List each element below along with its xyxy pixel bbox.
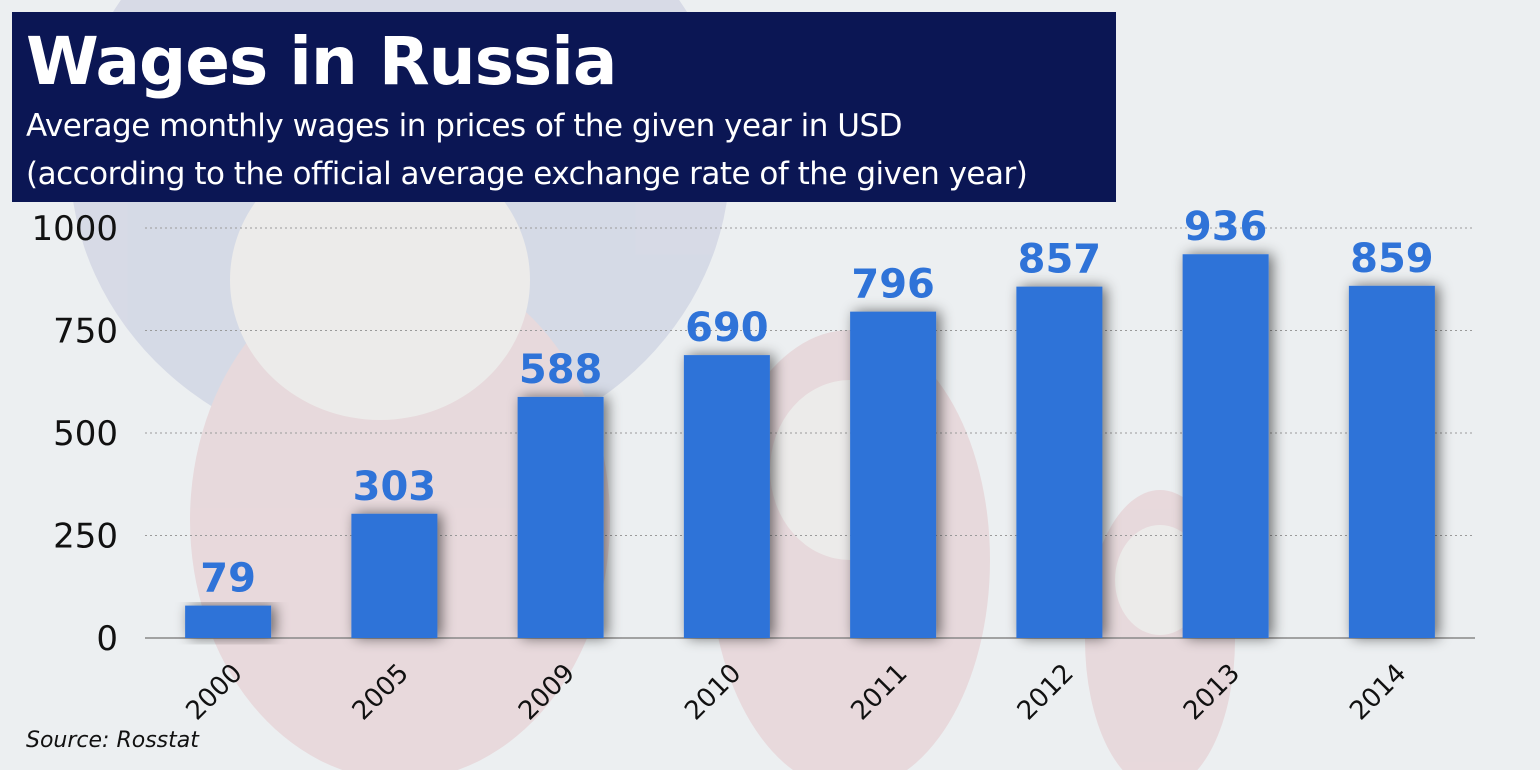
bar-2010 (683, 355, 770, 638)
value-label-2014: 859 (1350, 236, 1434, 282)
value-label-2011: 796 (851, 262, 935, 308)
gridlines (145, 227, 1475, 639)
x-tick-label: 2009 (513, 658, 581, 726)
x-tick-label: 2011 (845, 658, 913, 726)
source-note: Source: Rosstat (26, 728, 199, 753)
bar-2011 (850, 311, 937, 638)
bar-2009 (517, 396, 604, 638)
title-banner: Wages in Russia Average monthly wages in… (12, 12, 1116, 202)
x-tick-label: 2010 (679, 658, 747, 726)
y-tick-label: 0 (96, 619, 118, 659)
y-tick-label: 500 (53, 414, 118, 454)
bar-2000 (185, 605, 272, 638)
bar-2012 (1016, 286, 1103, 638)
value-label-2000: 79 (200, 556, 256, 602)
chart-title: Wages in Russia (26, 23, 617, 100)
x-tick-label: 2012 (1012, 658, 1080, 726)
y-tick-label: 750 (53, 312, 118, 352)
chart-subtitle-line-2: (according to the official average excha… (26, 156, 1028, 192)
value-label-2012: 857 (1018, 237, 1102, 283)
bar-2013 (1182, 254, 1269, 639)
y-tick-label: 250 (53, 517, 118, 557)
value-label-2013: 936 (1184, 204, 1268, 250)
x-tick-label: 2000 (180, 658, 248, 726)
bars (185, 254, 1435, 639)
x-tick-label: 2005 (347, 658, 415, 726)
x-tick-label: 2014 (1344, 658, 1412, 726)
value-labels: 79 303 588 690 796 857 936 859 (200, 204, 1433, 601)
y-tick-label: 1000 (31, 209, 118, 249)
value-label-2009: 588 (519, 347, 603, 393)
y-axis-ticks: 0 250 500 750 1000 (31, 209, 118, 659)
chart-subtitle-line-1: Average monthly wages in prices of the g… (26, 108, 903, 144)
x-tick-label: 2013 (1178, 658, 1246, 726)
x-axis-ticks: 2000 2005 2009 2010 2011 2012 2013 2014 (180, 658, 1412, 726)
value-label-2005: 303 (353, 464, 437, 510)
bar-2005 (351, 513, 438, 638)
value-label-2010: 690 (685, 305, 769, 351)
bar-2014 (1348, 285, 1435, 638)
